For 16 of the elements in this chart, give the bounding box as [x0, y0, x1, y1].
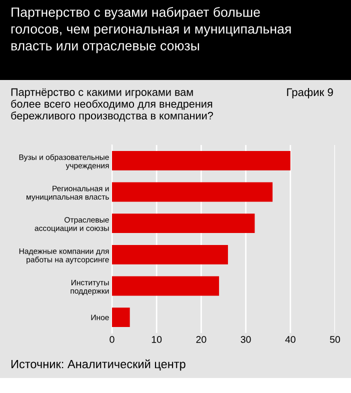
bar [112, 244, 228, 264]
x-tick-label: 30 [240, 336, 251, 343]
chart-subtitle: Партнёрство с какими игроками вам более всего необходимо для внедрения бережливого производства в компании? [11, 88, 214, 122]
bar [112, 308, 130, 328]
x-tick-label: 20 [196, 336, 206, 343]
bar [112, 214, 255, 234]
x-tick-label: 10 [152, 336, 162, 343]
bar [112, 150, 290, 170]
x-tick-label: 40 [285, 336, 296, 343]
x-tick-label: 0 [110, 336, 114, 343]
text: Источник: Аналитический центр [12, 359, 186, 371]
bar [112, 276, 220, 296]
x-tick-label: 50 [330, 336, 340, 343]
chart-title: Партнерство с вузами набирает больше голосов, чем региональная и муниципальная власть или отраслевые союзы [11, 7, 291, 54]
text: График 9 [287, 88, 333, 98]
bar [112, 182, 273, 202]
